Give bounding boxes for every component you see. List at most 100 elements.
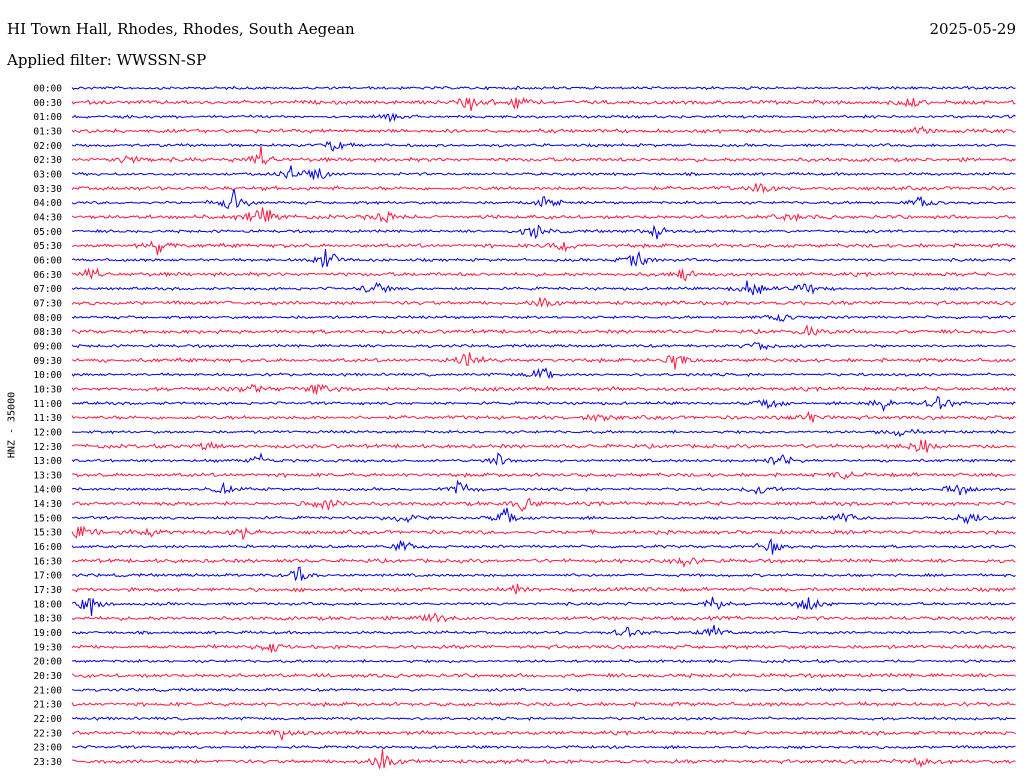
time-tick-label: 08:00 (33, 313, 62, 324)
time-tick-label: 02:30 (33, 155, 62, 166)
trace-line (71, 749, 1016, 770)
time-tick-label: 19:30 (33, 642, 62, 653)
time-tick-label: 01:00 (33, 112, 62, 123)
trace-line (71, 729, 1016, 741)
time-tick-label: 13:00 (33, 456, 62, 467)
time-tick-label: 03:30 (33, 184, 62, 195)
trace-line (71, 525, 1016, 541)
trace-line (71, 267, 1016, 282)
trace-line (71, 140, 1016, 152)
trace-line (71, 537, 1016, 555)
time-tick-label: 06:30 (33, 270, 62, 281)
time-tick-label: 03:00 (33, 169, 62, 180)
time-tick-label: 23:30 (33, 757, 62, 768)
trace-line (71, 383, 1016, 395)
trace-line (71, 624, 1016, 638)
trace-line (71, 470, 1016, 480)
trace-line (71, 428, 1016, 438)
time-tick-label: 04:00 (33, 198, 62, 209)
trace-line (71, 497, 1016, 513)
time-tick-label: 10:30 (33, 384, 62, 395)
time-tick-label: 02:00 (33, 141, 62, 152)
trace-line (71, 112, 1016, 123)
time-tick-label: 05:30 (33, 241, 62, 252)
time-tick-label: 11:30 (33, 413, 62, 424)
time-tick-label: 09:00 (33, 341, 62, 352)
trace-line (71, 240, 1016, 256)
trace-line (71, 165, 1016, 180)
time-tick-label: 14:30 (33, 499, 62, 510)
time-tick-label: 18:00 (33, 599, 62, 610)
trace-line (71, 313, 1016, 323)
time-tick-label: 15:30 (33, 528, 62, 539)
trace-line (71, 612, 1016, 623)
trace-line (71, 687, 1016, 693)
time-tick-label: 17:30 (33, 585, 62, 596)
trace-line (71, 324, 1016, 336)
time-tick-label: 23:00 (33, 743, 62, 754)
time-tick-label: 06:00 (33, 255, 62, 266)
time-tick-label: 13:30 (33, 470, 62, 481)
time-tick-label: 22:30 (33, 728, 62, 739)
trace-line (71, 701, 1016, 708)
trace-line (71, 367, 1016, 380)
trace-line (71, 557, 1016, 568)
time-tick-label: 01:30 (33, 126, 62, 137)
trace-line (71, 410, 1016, 423)
trace-line (71, 207, 1016, 224)
trace-line (71, 479, 1016, 496)
date-label: 2025-05-29 (929, 20, 1016, 38)
time-tick-label: 20:00 (33, 657, 62, 668)
time-tick-label: 14:00 (33, 485, 62, 496)
time-tick-label: 10:00 (33, 370, 62, 381)
trace-line (71, 658, 1016, 664)
station-title: HI Town Hall, Rhodes, Rhodes, South Aege… (7, 20, 355, 38)
trace-line (71, 452, 1016, 466)
time-tick-label: 00:00 (33, 84, 62, 95)
trace-line (71, 280, 1016, 296)
time-tick-label: 16:00 (33, 542, 62, 553)
time-tick-label: 16:30 (33, 556, 62, 567)
time-tick-label: 12:00 (33, 427, 62, 438)
trace-line (71, 352, 1016, 370)
trace-line (71, 145, 1016, 166)
time-tick-label: 21:30 (33, 700, 62, 711)
trace-line (71, 96, 1016, 112)
trace-line (71, 183, 1016, 194)
time-tick-label: 05:00 (33, 227, 62, 238)
time-tick-label: 22:00 (33, 714, 62, 725)
time-tick-label: 04:30 (33, 212, 62, 223)
trace-line (71, 224, 1016, 240)
time-tick-label: 20:30 (33, 671, 62, 682)
time-tick-label: 08:30 (33, 327, 62, 338)
trace-line (71, 439, 1016, 453)
trace-line (71, 672, 1016, 679)
time-tick-label: 09:30 (33, 356, 62, 367)
time-tick-label: 15:00 (33, 513, 62, 524)
trace-line (71, 188, 1016, 210)
trace-line (71, 342, 1016, 351)
trace-line (71, 395, 1016, 413)
time-tick-label: 18:30 (33, 614, 62, 625)
filter-label: Applied filter: WWSSN-SP (7, 51, 207, 69)
trace-line (71, 566, 1016, 581)
time-tick-label: 21:00 (33, 685, 62, 696)
time-tick-label: 12:30 (33, 442, 62, 453)
time-tick-label: 07:30 (33, 298, 62, 309)
trace-line (71, 507, 1016, 525)
trace-line (71, 583, 1016, 595)
trace-line (71, 716, 1016, 721)
trace-line (71, 744, 1016, 750)
trace-line (71, 596, 1016, 617)
time-tick-label: 00:30 (33, 98, 62, 109)
time-tick-label: 19:00 (33, 628, 62, 639)
trace-line (71, 125, 1016, 135)
time-tick-label: 07:00 (33, 284, 62, 295)
time-tick-label: 11:00 (33, 399, 62, 410)
trace-line (71, 249, 1016, 269)
time-tick-label: 17:00 (33, 571, 62, 582)
trace-line (71, 297, 1016, 308)
trace-line (71, 643, 1016, 653)
trace-line (71, 85, 1016, 91)
